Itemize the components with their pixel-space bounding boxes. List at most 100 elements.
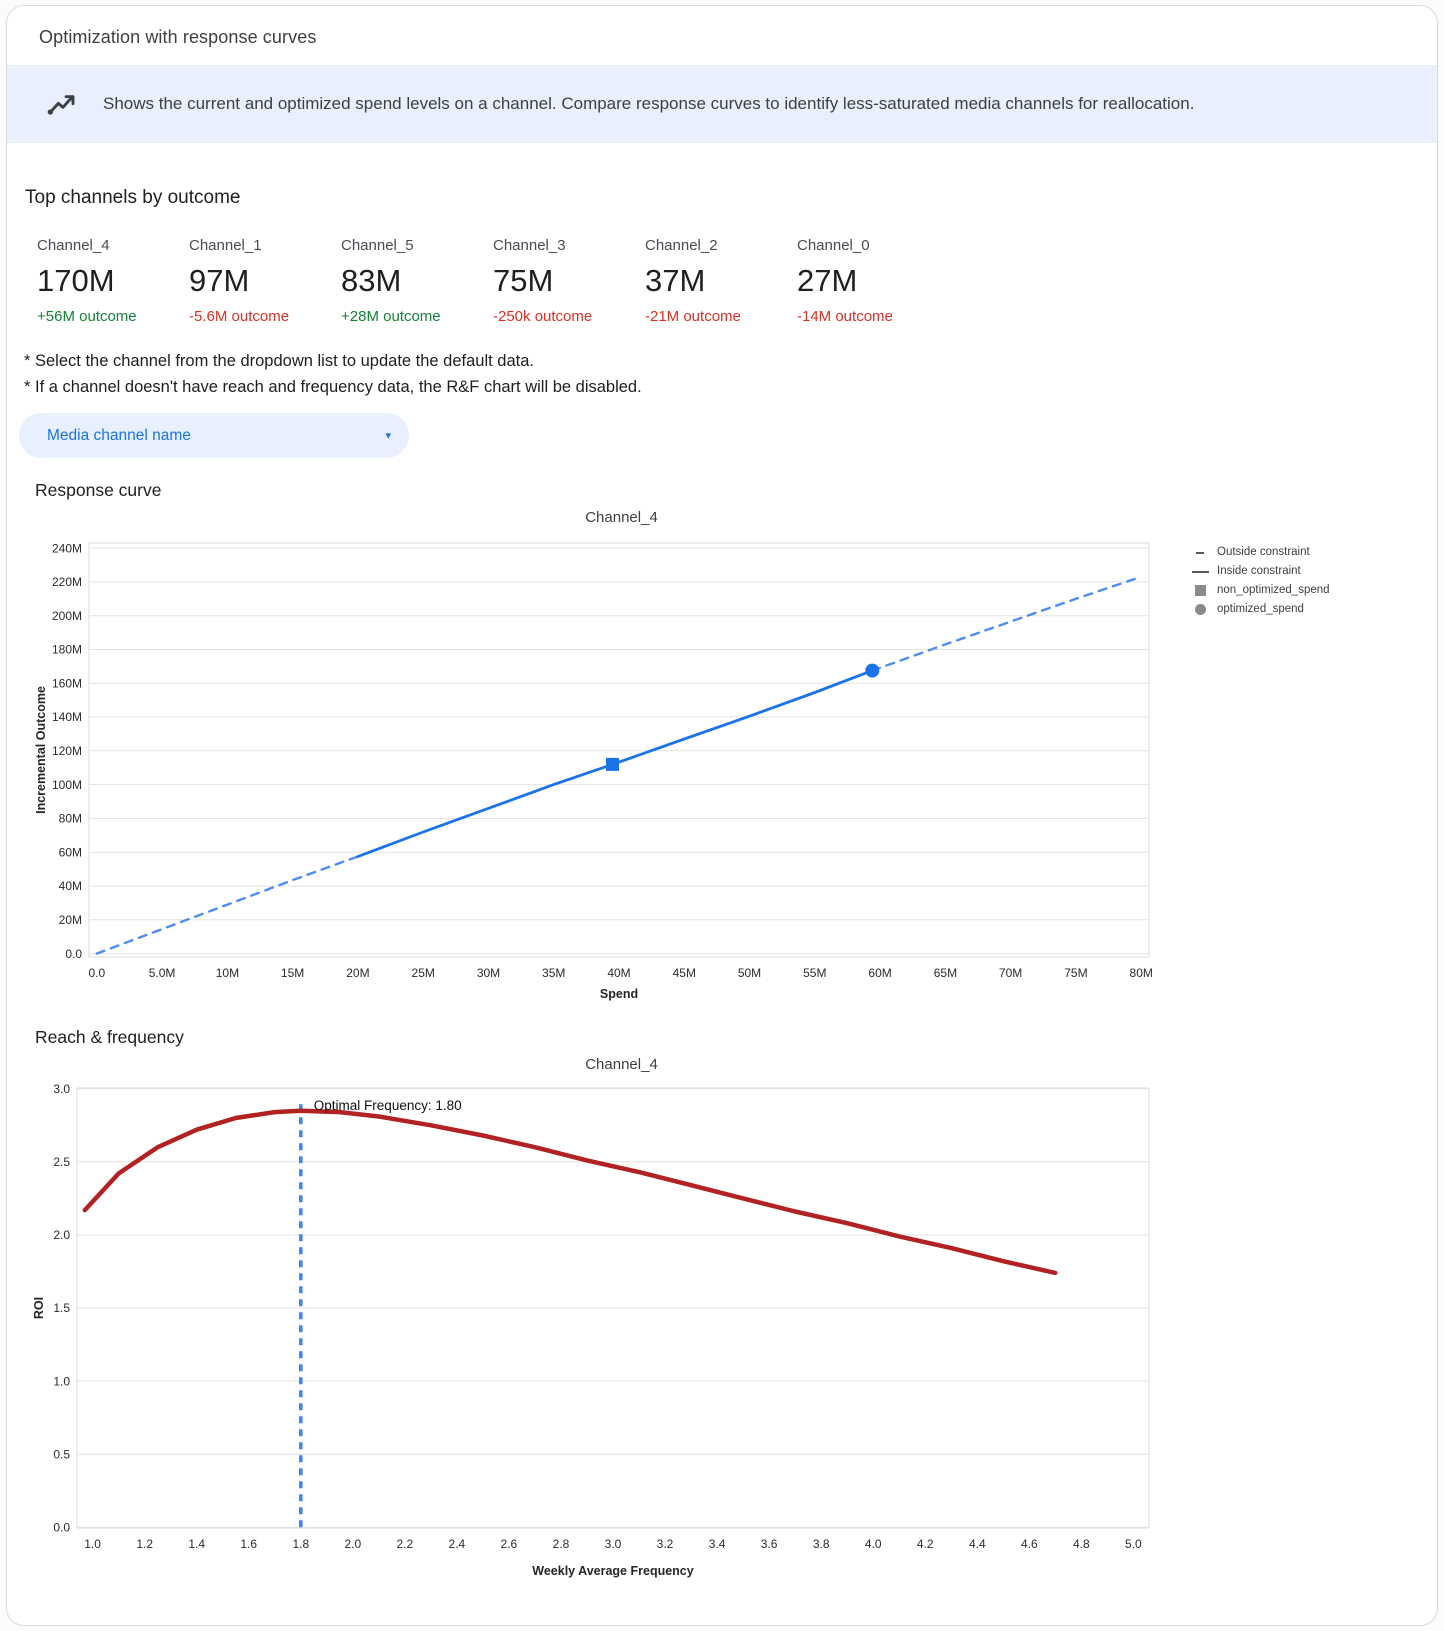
svg-text:4.0: 4.0 (865, 1537, 882, 1551)
channel-delta: +56M outcome (37, 308, 137, 325)
insights-trending-icon (45, 88, 77, 120)
svg-text:120M: 120M (52, 744, 82, 758)
svg-text:4.2: 4.2 (917, 1537, 934, 1551)
channel-delta: -21M outcome (645, 308, 741, 325)
svg-text:3.2: 3.2 (657, 1537, 674, 1551)
page-title: Optimization with response curves (39, 27, 317, 47)
svg-text:10M: 10M (216, 966, 239, 980)
svg-text:1.4: 1.4 (188, 1537, 205, 1551)
svg-text:40M: 40M (59, 879, 82, 893)
svg-text:15M: 15M (281, 966, 304, 980)
legend-item: optimized_spend (1190, 602, 1330, 617)
legend-label: Outside constraint (1217, 545, 1310, 558)
x-axis-label: Weekly Average Frequency (532, 1564, 693, 1578)
svg-text:20M: 20M (59, 913, 82, 927)
svg-text:3.0: 3.0 (605, 1537, 622, 1551)
svg-text:3.0: 3.0 (53, 1082, 70, 1096)
main-content: Top channels by outcome Channel_4 170M +56… (7, 187, 1437, 1606)
svg-text:200M: 200M (52, 609, 82, 623)
svg-text:35M: 35M (542, 966, 565, 980)
svg-text:1.0: 1.0 (84, 1537, 101, 1551)
response-curve-plot: 0.0 20M 40M 60M 80M 100M 120M 140M 160M 180M 200M 2… (34, 541, 1153, 1001)
legend-square-icon (1190, 585, 1210, 597)
svg-text:160M: 160M (52, 677, 82, 691)
legend-line-icon (1190, 570, 1210, 573)
svg-text:2.5: 2.5 (53, 1155, 70, 1169)
svg-text:2.8: 2.8 (553, 1537, 570, 1551)
legend-item: non_optimized_spend (1190, 583, 1330, 598)
series-outside-constraint-upper (871, 575, 1143, 672)
response-curve-chart: Channel_4 0.0 20M 40M 60M 80M 100M 120M 140M 160… (29, 509, 1413, 1005)
notes: * Select the channel from the dropdown l… (24, 349, 1413, 400)
media-channel-dropdown[interactable]: Media channel name ▾ (19, 413, 409, 459)
svg-text:1.2: 1.2 (136, 1537, 153, 1551)
legend-label: optimized_spend (1217, 602, 1304, 615)
series-roi-by-frequency (82, 1108, 1058, 1276)
legend-item: Inside constraint (1190, 564, 1330, 579)
svg-text:55M: 55M (803, 966, 826, 980)
channel-card: Channel_5 83M +28M outcome (341, 237, 493, 325)
svg-text:3.6: 3.6 (761, 1537, 778, 1551)
channel-card: Channel_2 37M -21M outcome (645, 237, 797, 325)
svg-text:2.0: 2.0 (344, 1537, 361, 1551)
channel-delta: +28M outcome (341, 308, 441, 325)
svg-text:75M: 75M (1064, 966, 1087, 980)
svg-text:1.5: 1.5 (53, 1301, 70, 1315)
chevron-down-icon: ▾ (385, 430, 391, 443)
svg-text:65M: 65M (934, 966, 957, 980)
channel-name: Channel_5 (341, 237, 414, 254)
channel-value: 75M (493, 263, 554, 298)
legend-item: Outside constraint (1190, 545, 1330, 560)
channel-delta: -5.6M outcome (189, 308, 290, 325)
reach-frequency-section-title: Reach & frequency (35, 1027, 184, 1048)
svg-text:140M: 140M (52, 710, 82, 724)
svg-text:5.0: 5.0 (1125, 1537, 1142, 1551)
svg-text:0.0: 0.0 (53, 1521, 70, 1535)
response-curve-section-title: Response curve (35, 480, 162, 501)
reach-frequency-plot: 0.0 0.5 1.0 1.5 2.0 2.5 3.0 1.0 1.2 1.4 1.6 1.8 2.0 2… (32, 1082, 1150, 1578)
channel-card: Channel_3 75M -250k outcome (493, 237, 645, 325)
channel-name: Channel_0 (797, 237, 870, 254)
channel-value: 97M (189, 263, 250, 298)
legend-dash-icon (1190, 551, 1210, 554)
channel-value: 37M (645, 263, 706, 298)
note-line: * If a channel doesn't have reach and fr… (24, 377, 642, 396)
channel-value: 170M (37, 263, 115, 298)
reach-frequency-chart: Channel_4 0.0 0.5 1.0 1.5 2.0 2.5 3.0 1.0 1.2 1.4… (29, 1056, 1413, 1582)
svg-text:0.0: 0.0 (88, 966, 105, 980)
channel-name: Channel_3 (493, 237, 566, 254)
svg-text:0.0: 0.0 (65, 947, 82, 961)
svg-text:60M: 60M (868, 966, 891, 980)
top-channels-row: Channel_4 170M +56M outcome Channel_1 97M -5.… (24, 237, 1413, 325)
channel-value: 27M (797, 263, 858, 298)
svg-text:5.0M: 5.0M (149, 966, 176, 980)
svg-text:2.2: 2.2 (396, 1537, 413, 1551)
svg-text:20M: 20M (346, 966, 369, 980)
svg-text:1.6: 1.6 (240, 1537, 257, 1551)
svg-text:2.6: 2.6 (501, 1537, 518, 1551)
svg-text:80M: 80M (1130, 966, 1153, 980)
svg-text:2.0: 2.0 (53, 1228, 70, 1242)
marker-non_optimized_spend (606, 758, 619, 772)
svg-text:220M: 220M (52, 575, 82, 589)
y-axis-label: ROI (32, 1297, 46, 1319)
svg-text:60M: 60M (59, 846, 82, 860)
reach-frequency-chart-title: Channel_4 (585, 1056, 658, 1074)
channel-name: Channel_4 (37, 237, 110, 254)
svg-text:180M: 180M (52, 643, 82, 657)
channel-card: Channel_4 170M +56M outcome (37, 237, 189, 325)
svg-text:2.4: 2.4 (449, 1537, 466, 1551)
svg-text:25M: 25M (412, 966, 435, 980)
optimization-card: Optimization with response curves Shows … (6, 5, 1438, 1626)
channel-delta: -250k outcome (493, 308, 593, 325)
info-banner: Shows the current and optimized spend le… (7, 65, 1437, 143)
x-axis-label: Spend (600, 987, 638, 1001)
channel-delta: -14M outcome (797, 308, 893, 325)
channel-card: Channel_1 97M -5.6M outcome (189, 237, 341, 325)
channel-name: Channel_2 (645, 237, 718, 254)
svg-text:70M: 70M (999, 966, 1022, 980)
dropdown-label: Media channel name (47, 426, 191, 444)
svg-text:1.0: 1.0 (53, 1374, 70, 1388)
y-axis-label: Incremental Outcome (34, 686, 48, 814)
svg-text:0.5: 0.5 (53, 1448, 70, 1462)
